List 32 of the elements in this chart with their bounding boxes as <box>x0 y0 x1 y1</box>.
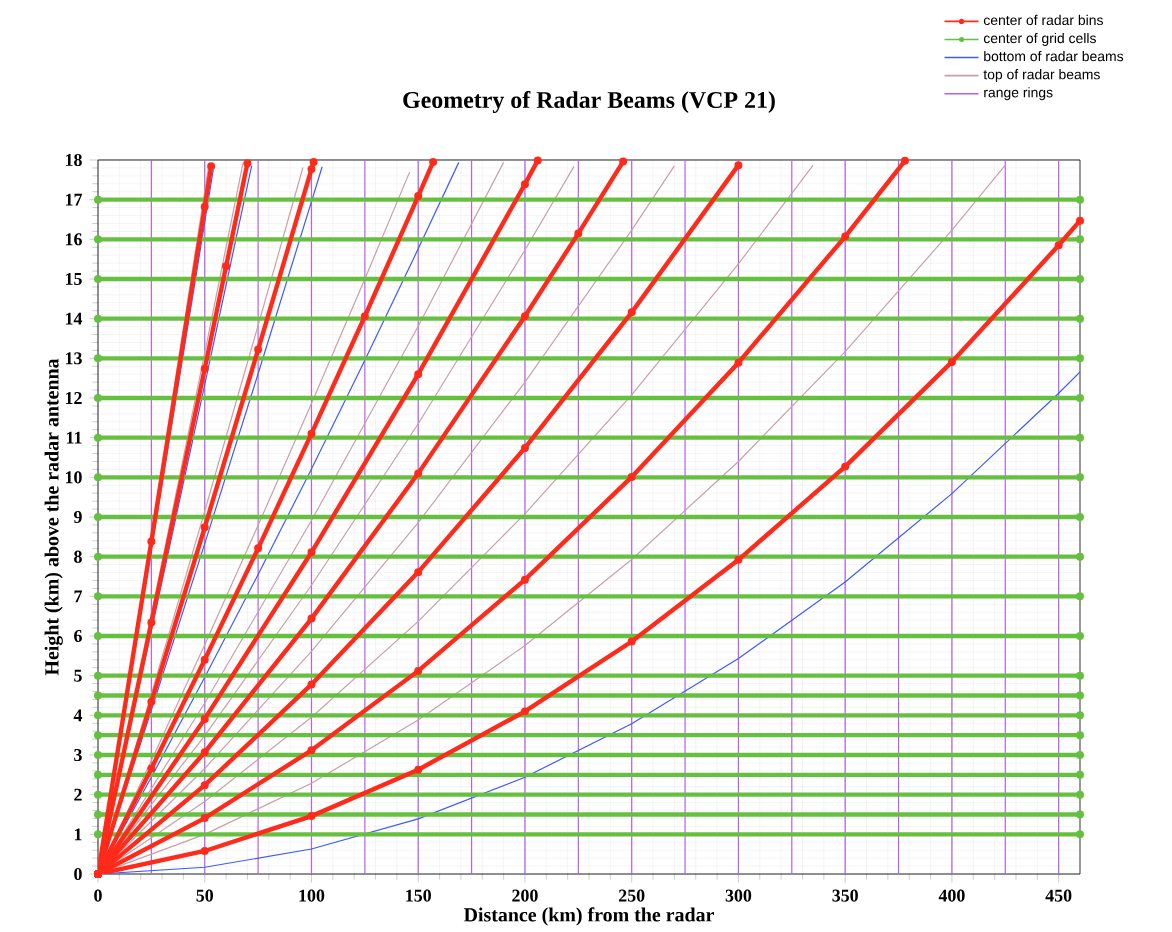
y-tick-label: 7 <box>74 590 83 603</box>
chart-title: Geometry of Radar Beams (VCP 21) <box>403 90 775 113</box>
x-tick-label: 50 <box>196 889 214 902</box>
y-tick-label: 13 <box>65 352 82 365</box>
x-tick-label: 250 <box>619 889 645 902</box>
y-tick-label: 12 <box>65 392 82 404</box>
x-tick-label: 0 <box>94 889 102 902</box>
y-tick-label: 18 <box>65 153 82 167</box>
y-tick-label: 14 <box>65 312 83 325</box>
x-tick-label: 450 <box>1045 889 1072 902</box>
y-tick-label: 9 <box>73 510 82 524</box>
x-tick-label: 300 <box>725 889 752 902</box>
x-tick-label: 350 <box>832 889 858 902</box>
y-tick-label: 0 <box>74 867 82 881</box>
y-tick-label: 2 <box>74 788 82 801</box>
y-tick-label: 8 <box>74 550 82 563</box>
y-tick-label: 3 <box>74 748 82 762</box>
x-tick-label: 150 <box>406 889 431 902</box>
y-tick-label: 4 <box>73 709 83 722</box>
y-tick-label: 11 <box>66 431 82 444</box>
x-tick-label: 200 <box>512 889 538 902</box>
y-tick-label: 1 <box>74 828 82 841</box>
y-axis-title: Height (km) above the radar antenna <box>44 358 63 676</box>
y-tick-label: 6 <box>74 629 82 643</box>
y-tick-label: 5 <box>74 669 82 682</box>
x-axis-title: Distance (km) from the radar <box>463 907 714 926</box>
y-tick-label: 10 <box>65 471 82 484</box>
y-tick-label: 17 <box>65 193 83 206</box>
x-tick-label: 400 <box>938 889 965 902</box>
y-tick-label: 16 <box>65 233 82 246</box>
y-tick-label: 15 <box>65 272 82 286</box>
x-tick-label: 100 <box>299 889 325 902</box>
